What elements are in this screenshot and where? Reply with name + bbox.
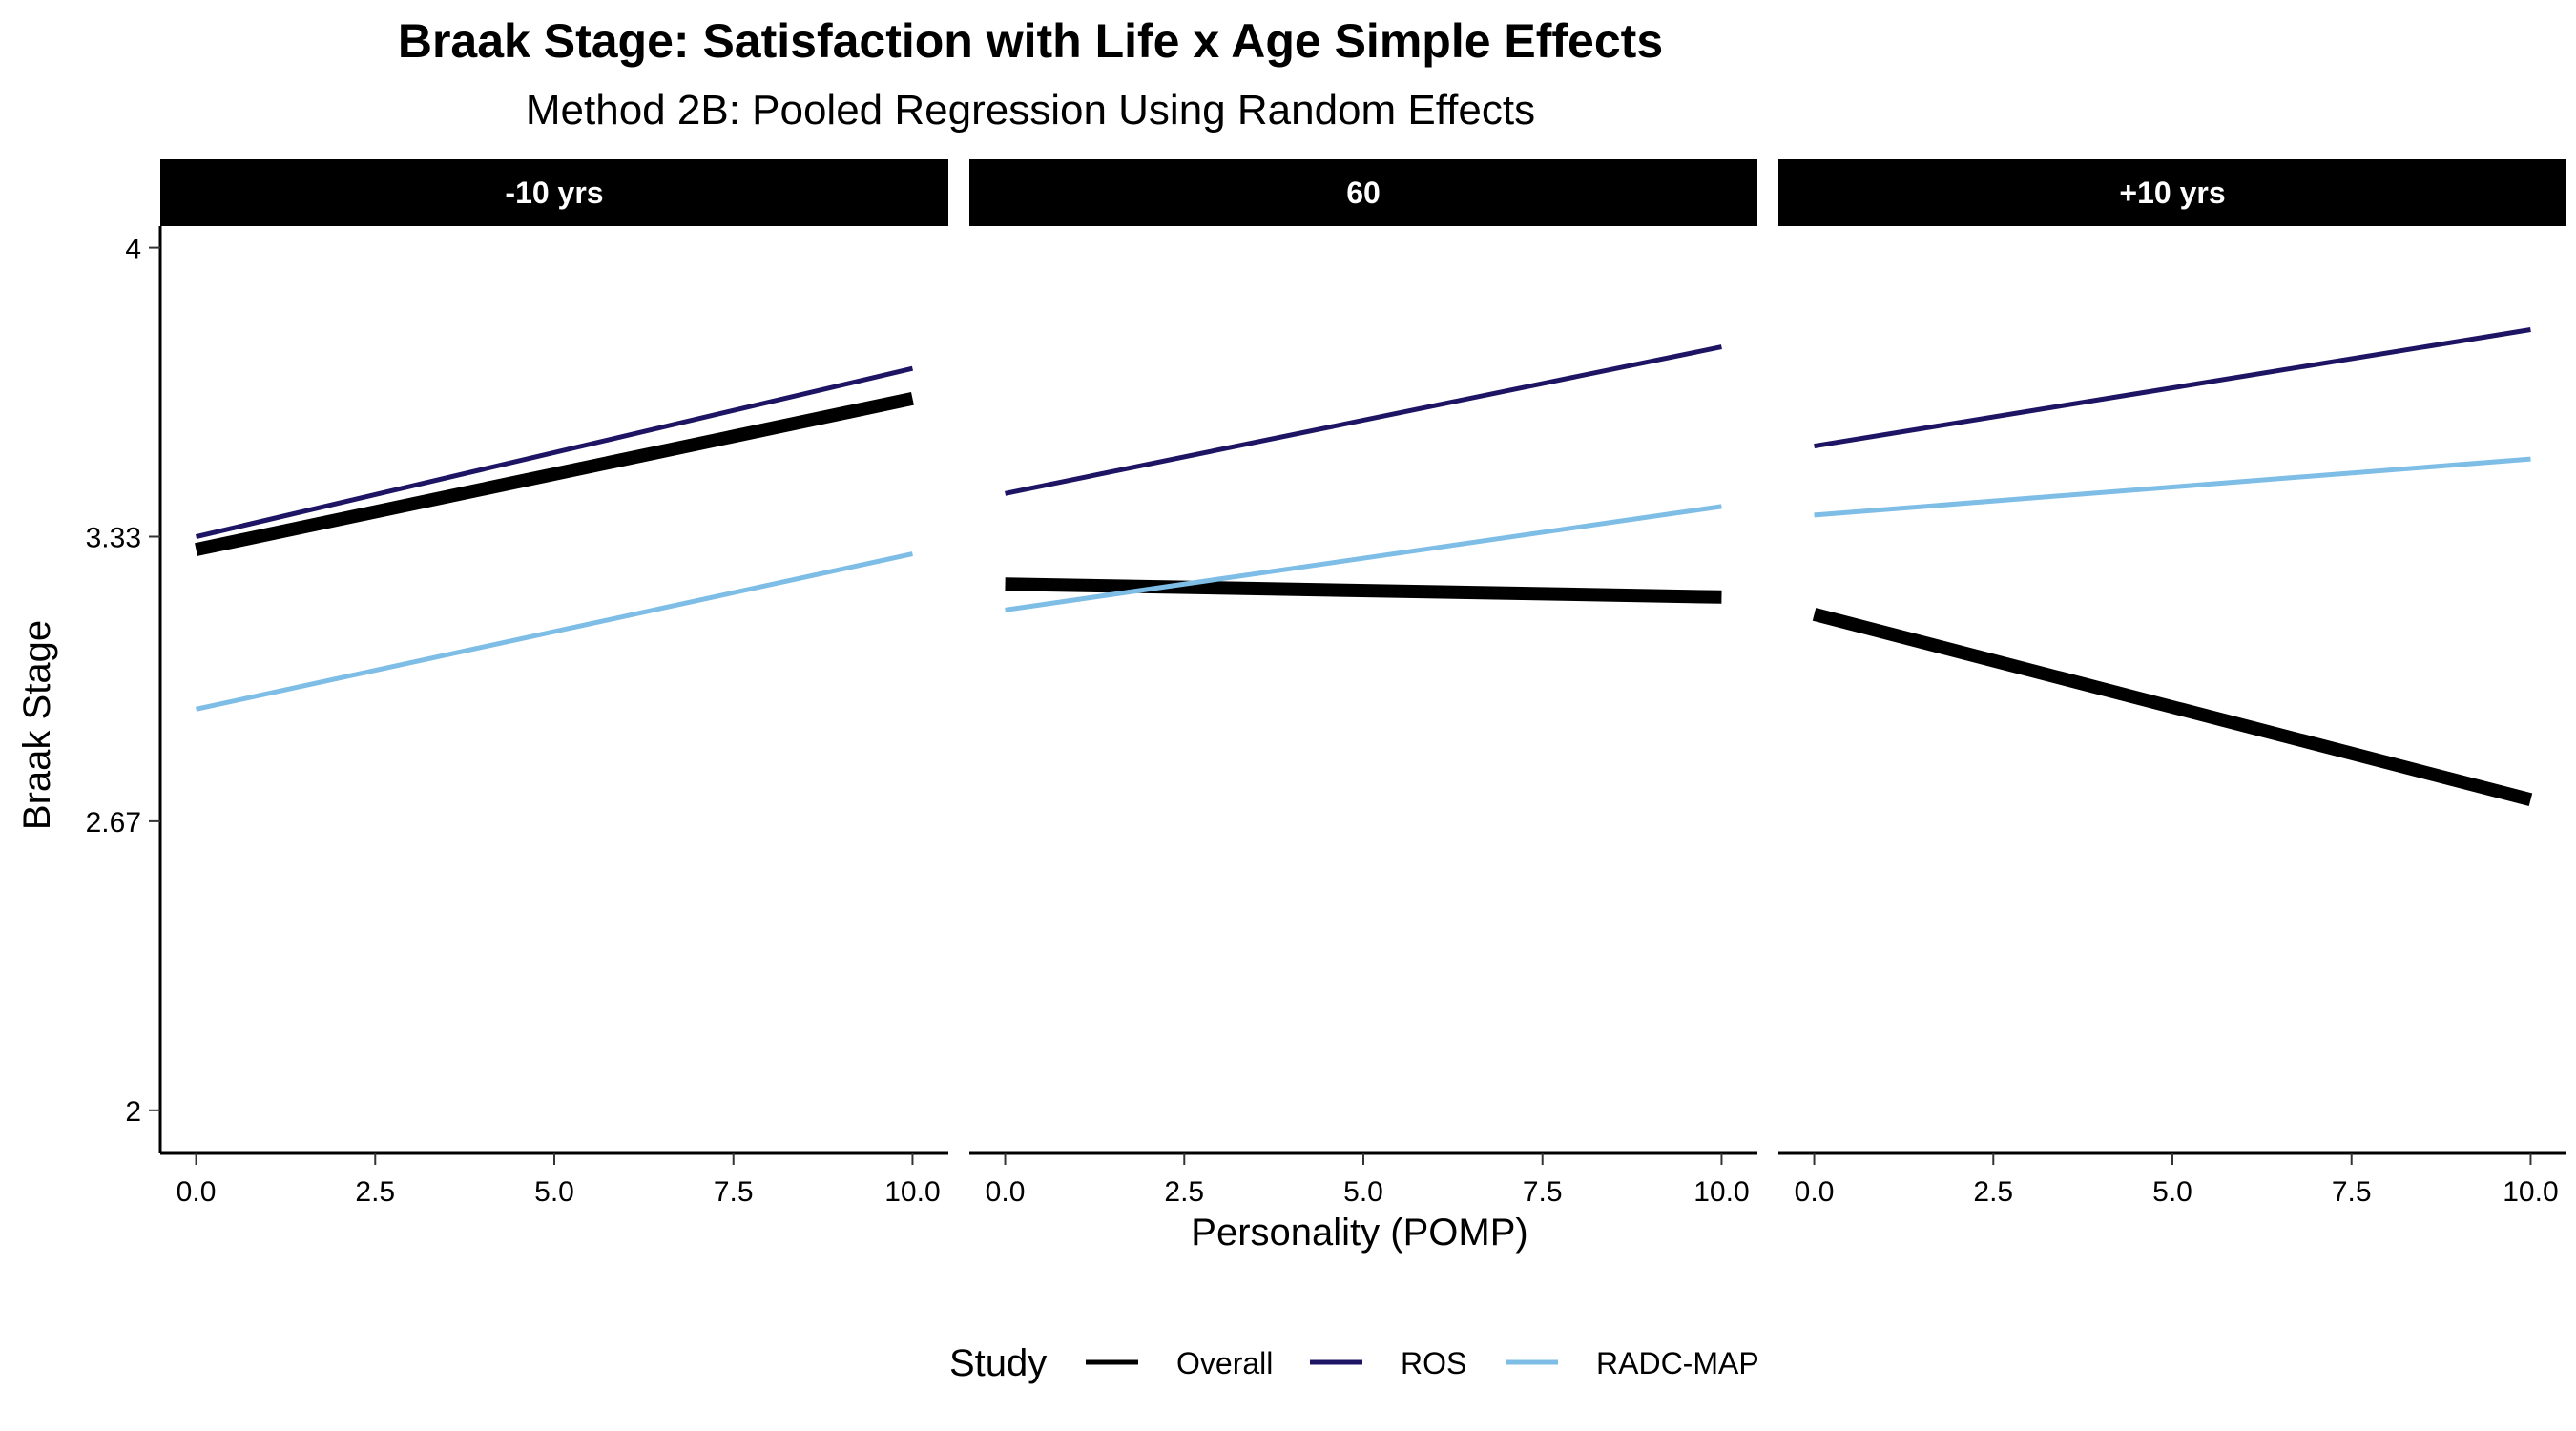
legend: Study Overall ROS RADC-MAP <box>949 1342 1759 1384</box>
x-tick-label: 0.0 <box>177 1176 217 1208</box>
series-line-radc-map <box>1814 456 2531 518</box>
series-line-ros <box>1814 327 2531 449</box>
chart-subtitle: Method 2B: Pooled Regression Using Rando… <box>526 87 1535 134</box>
legend-label-overall: Overall <box>1176 1346 1273 1380</box>
series-line-overall <box>195 391 914 556</box>
legend-title: Study <box>949 1342 1047 1384</box>
y-axis-label: Braak Stage <box>16 620 58 830</box>
x-tick-label: 7.5 <box>1523 1176 1563 1208</box>
series-line-ros <box>1005 344 1722 496</box>
facet-strip-label: 60 <box>1346 176 1381 210</box>
x-tick-label: 2.5 <box>1973 1176 2013 1208</box>
y-tick-label: 2 <box>125 1096 141 1128</box>
x-tick-label: 2.5 <box>355 1176 395 1208</box>
x-tick-label: 0.0 <box>986 1176 1026 1208</box>
x-tick-label: 10.0 <box>884 1176 940 1208</box>
x-tick-label: 5.0 <box>534 1176 574 1208</box>
x-tick-label: 5.0 <box>1343 1176 1383 1208</box>
panel-3: +10 yrs 0.0 2.5 5.0 7.5 10.0 <box>1778 159 2566 1208</box>
panel-2: 60 0.0 2.5 5.0 7.5 10.0 <box>969 159 1757 1208</box>
series-line-radc-map <box>1005 504 1722 612</box>
series-line-ros <box>195 365 914 539</box>
facet-strip <box>160 159 948 226</box>
legend-label-radc-map: RADC-MAP <box>1596 1346 1759 1380</box>
series-line-overall <box>1812 608 2533 807</box>
facet-strip-label: +10 yrs <box>2119 176 2225 210</box>
x-tick-label: 2.5 <box>1164 1176 1204 1208</box>
panels: -10 yrs 0.0 2.5 5.0 7.5 10.0 60 0.0 2.5 5.0 7.5 10.… <box>160 159 2566 1208</box>
x-tick-label: 7.5 <box>714 1176 754 1208</box>
y-axis: 2 2.67 3.33 4 <box>86 226 162 1153</box>
y-tick-label: 2.67 <box>86 807 141 839</box>
y-tick-label: 3.33 <box>86 523 141 554</box>
facet-strip <box>1778 159 2566 226</box>
facet-strip-label: -10 yrs <box>505 176 603 210</box>
x-tick-label: 5.0 <box>2152 1176 2192 1208</box>
x-tick-label: 10.0 <box>2503 1176 2558 1208</box>
series-line-radc-map <box>196 551 913 712</box>
chart-title: Braak Stage: Satisfaction with Life x Ag… <box>398 14 1663 68</box>
legend-label-ros: ROS <box>1401 1346 1466 1380</box>
x-tick-label: 7.5 <box>2332 1176 2372 1208</box>
x-axis-label: Personality (POMP) <box>1191 1212 1527 1254</box>
series-line-overall <box>1005 577 1722 604</box>
y-tick-label: 4 <box>125 234 141 265</box>
x-tick-label: 10.0 <box>1693 1176 1749 1208</box>
facet-strip <box>969 159 1757 226</box>
x-tick-label: 0.0 <box>1795 1176 1835 1208</box>
panel-1: -10 yrs 0.0 2.5 5.0 7.5 10.0 <box>160 159 948 1208</box>
